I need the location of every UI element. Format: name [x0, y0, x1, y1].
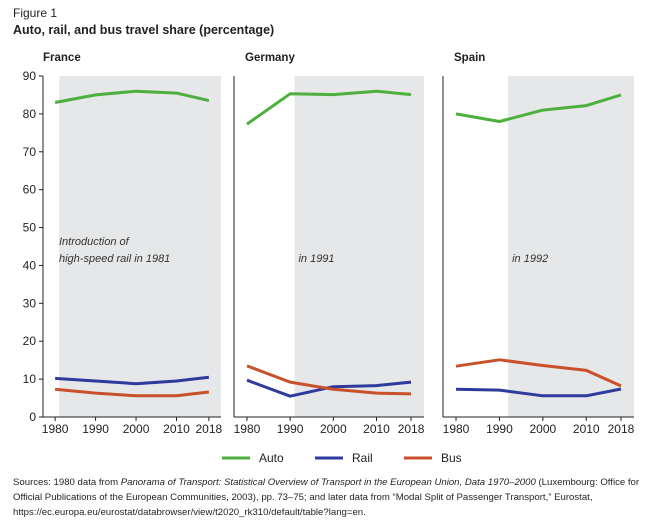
- x-tick-label-spain-1980: 1980: [443, 422, 470, 436]
- x-tick-label-france-2018: 2018: [196, 422, 223, 436]
- series-line-spain-auto: [455, 93, 622, 123]
- x-tick-label-spain-1990: 1990: [486, 422, 513, 436]
- y-tick-label-80: 80: [23, 107, 37, 121]
- panel-title-spain: Spain: [454, 52, 485, 64]
- high-speed-rail-shade-germany: [294, 76, 424, 417]
- panel-title-france: France: [43, 52, 81, 64]
- sources-note: Sources: 1980 data from Panorama of Tran…: [13, 475, 645, 520]
- x-tick-label-germany-1990: 1990: [277, 422, 304, 436]
- figure-title: Auto, rail, and bus travel share (percen…: [13, 23, 275, 37]
- annotation-france-0: Introduction of: [59, 236, 130, 248]
- x-tick-label-germany-2010: 2010: [363, 422, 390, 436]
- annotation-france-1: high-speed rail in 1981: [59, 253, 170, 265]
- y-tick-label-30: 30: [23, 296, 37, 310]
- y-tick-label-10: 10: [23, 372, 37, 386]
- annotation-spain-0: in 1992: [512, 253, 548, 265]
- series-line-france-auto: [54, 89, 210, 104]
- legend-label-bus: Bus: [441, 451, 462, 465]
- x-tick-label-france-2000: 2000: [123, 422, 150, 436]
- figure-label: Figure 1: [13, 6, 58, 20]
- high-speed-rail-shade-france: [59, 76, 221, 417]
- y-tick-label-40: 40: [23, 258, 37, 272]
- legend-label-auto: Auto: [259, 451, 284, 465]
- x-tick-label-france-1980: 1980: [42, 422, 69, 436]
- sources-details: (Luxembourg: Office for Official Publica…: [13, 477, 640, 518]
- annotation-germany-0: in 1991: [298, 253, 334, 265]
- y-tick-label-0: 0: [29, 410, 36, 424]
- series-line-spain-rail: [455, 387, 622, 398]
- y-tick-label-70: 70: [23, 145, 37, 159]
- x-tick-label-france-2010: 2010: [163, 422, 190, 436]
- x-tick-label-germany-1980: 1980: [234, 422, 261, 436]
- x-tick-label-spain-2018: 2018: [608, 422, 635, 436]
- x-tick-label-germany-2000: 2000: [320, 422, 347, 436]
- series-line-germany-bus: [246, 364, 412, 396]
- x-tick-label-germany-2018: 2018: [398, 422, 425, 436]
- line-chart: France Introduction of high-speed rail in …: [23, 52, 635, 465]
- x-tick-label-france-1990: 1990: [82, 422, 109, 436]
- series-line-germany-rail: [246, 378, 412, 398]
- y-tick-label-50: 50: [23, 221, 37, 235]
- panel-title-germany: Germany: [245, 52, 295, 64]
- high-speed-rail-shade-spain: [508, 76, 634, 417]
- y-tick-label-90: 90: [23, 69, 37, 83]
- sources-publication-title: Panorama of Transport: Statistical Overv…: [120, 477, 536, 488]
- series-line-spain-bus: [455, 358, 622, 388]
- x-tick-label-spain-2000: 2000: [529, 422, 556, 436]
- legend-label-rail: Rail: [352, 451, 373, 465]
- series-line-germany-auto: [246, 89, 412, 126]
- x-tick-label-spain-2010: 2010: [573, 422, 600, 436]
- y-tick-label-60: 60: [23, 183, 37, 197]
- sources-prefix: Sources: 1980 data from: [13, 477, 121, 488]
- series-line-france-bus: [54, 387, 210, 398]
- series-line-france-rail: [55, 375, 210, 386]
- y-tick-label-20: 20: [23, 334, 37, 348]
